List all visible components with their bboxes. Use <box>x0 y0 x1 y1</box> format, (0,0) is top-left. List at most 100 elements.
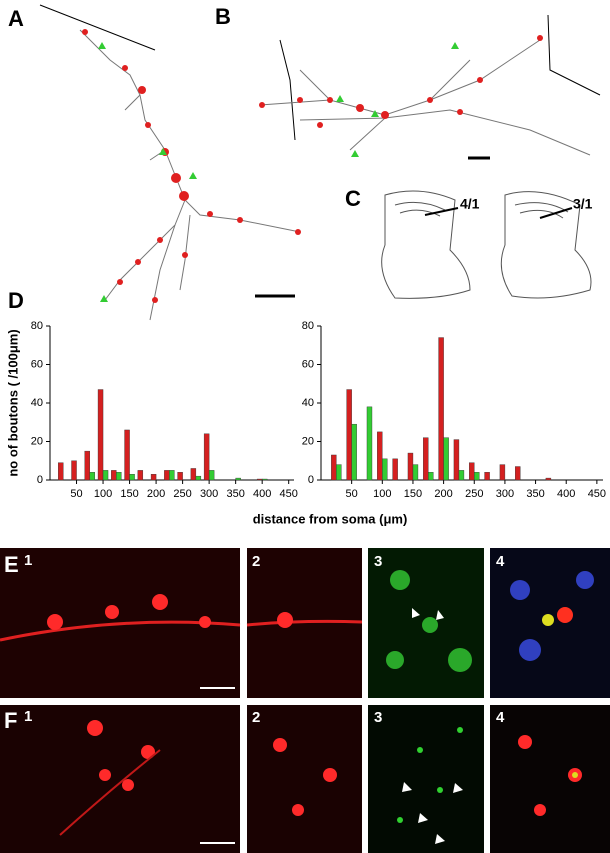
bar <box>58 462 64 481</box>
x-tick-label: 350 <box>526 488 544 500</box>
bar <box>438 337 444 481</box>
image-number: 2 <box>252 709 260 726</box>
bar <box>97 389 104 481</box>
bar <box>208 470 215 481</box>
panel-label: E <box>4 552 19 577</box>
bar <box>453 439 460 481</box>
bar <box>235 477 241 481</box>
y-tick-label: 80 <box>302 320 314 332</box>
bar <box>124 429 130 481</box>
y-tick-label: 20 <box>302 435 314 447</box>
bar <box>392 458 398 481</box>
y-tick-label: 20 <box>31 435 43 447</box>
y-tick-label: 0 <box>308 474 314 486</box>
bar <box>443 437 449 481</box>
micrographs <box>0 548 610 853</box>
bar <box>89 472 95 481</box>
bar <box>190 468 197 481</box>
bar <box>407 452 414 481</box>
image-number: 3 <box>374 709 382 726</box>
bar <box>545 477 552 481</box>
x-tick-label: 50 <box>70 488 82 500</box>
x-tick-label: 200 <box>147 488 165 500</box>
image-number: 2 <box>252 553 260 570</box>
bar <box>71 460 77 481</box>
x-tick-label: 150 <box>120 488 138 500</box>
y-tick-label: 60 <box>31 358 43 370</box>
bar <box>116 472 122 481</box>
arrow <box>424 207 459 216</box>
bar <box>469 462 475 481</box>
bar <box>474 472 480 481</box>
x-tick-label: 300 <box>200 488 218 500</box>
x-tick-label: 450 <box>588 488 606 500</box>
bar <box>129 474 135 481</box>
bar <box>137 470 144 481</box>
x-tick-label: 350 <box>226 488 244 500</box>
panel-label: B <box>215 4 231 29</box>
image-number: 4 <box>496 709 505 726</box>
neuron-tracing-b <box>259 14 601 156</box>
y-tick-label: 60 <box>302 358 314 370</box>
y-tick-label: 40 <box>302 397 314 409</box>
bouton-markers-b <box>259 35 543 157</box>
bar <box>169 470 175 481</box>
bar <box>150 474 157 481</box>
image-number: 1 <box>24 552 32 569</box>
x-tick-label: 100 <box>94 488 112 500</box>
bar <box>366 406 373 481</box>
bar <box>377 431 383 481</box>
section-label: 3/1 <box>573 196 593 212</box>
bar <box>111 470 117 481</box>
bar <box>261 478 268 481</box>
arrow <box>539 207 573 219</box>
panel-label: D <box>8 288 24 313</box>
bar <box>195 475 202 481</box>
bar <box>256 478 263 481</box>
bar <box>331 454 337 481</box>
bar <box>346 389 352 481</box>
bar <box>458 470 465 481</box>
bar <box>382 458 388 481</box>
bar <box>515 466 521 481</box>
y-axis-title: no of boutons ( /100μm) <box>5 329 20 476</box>
bar <box>203 433 210 481</box>
bar <box>102 470 109 481</box>
bar <box>164 470 170 481</box>
panel-label: F <box>4 708 17 733</box>
image-number: 3 <box>374 553 382 570</box>
x-tick-label: 100 <box>373 488 391 500</box>
x-tick-label: 250 <box>173 488 191 500</box>
x-tick-label: 400 <box>253 488 271 500</box>
x-tick-label: 50 <box>346 488 358 500</box>
x-tick-label: 150 <box>404 488 422 500</box>
bar <box>351 423 357 481</box>
bouton-markers-a <box>82 29 301 303</box>
bar <box>177 472 183 481</box>
image-number: 4 <box>496 553 505 570</box>
bar <box>412 464 419 481</box>
section-label: 4/1 <box>460 196 480 212</box>
bar <box>484 472 490 481</box>
y-tick-label: 80 <box>31 320 43 332</box>
x-tick-label: 450 <box>280 488 298 500</box>
bar <box>336 464 342 481</box>
panel-label: C <box>345 186 361 211</box>
spinal-section-drawings <box>381 190 592 299</box>
panel-label: A <box>8 6 24 31</box>
bar <box>499 464 506 481</box>
arrowheads <box>402 608 463 844</box>
image-number: 1 <box>24 708 32 725</box>
y-tick-label: 40 <box>31 397 43 409</box>
x-axis-title: distance from soma (μm) <box>253 511 408 526</box>
y-tick-label: 0 <box>37 474 43 486</box>
x-tick-label: 250 <box>465 488 483 500</box>
bar <box>428 472 434 481</box>
bar <box>423 437 429 481</box>
x-tick-label: 300 <box>496 488 514 500</box>
x-tick-label: 400 <box>557 488 575 500</box>
neuron-tracing-a <box>39 4 301 321</box>
bar <box>84 450 90 481</box>
x-tick-label: 200 <box>434 488 452 500</box>
